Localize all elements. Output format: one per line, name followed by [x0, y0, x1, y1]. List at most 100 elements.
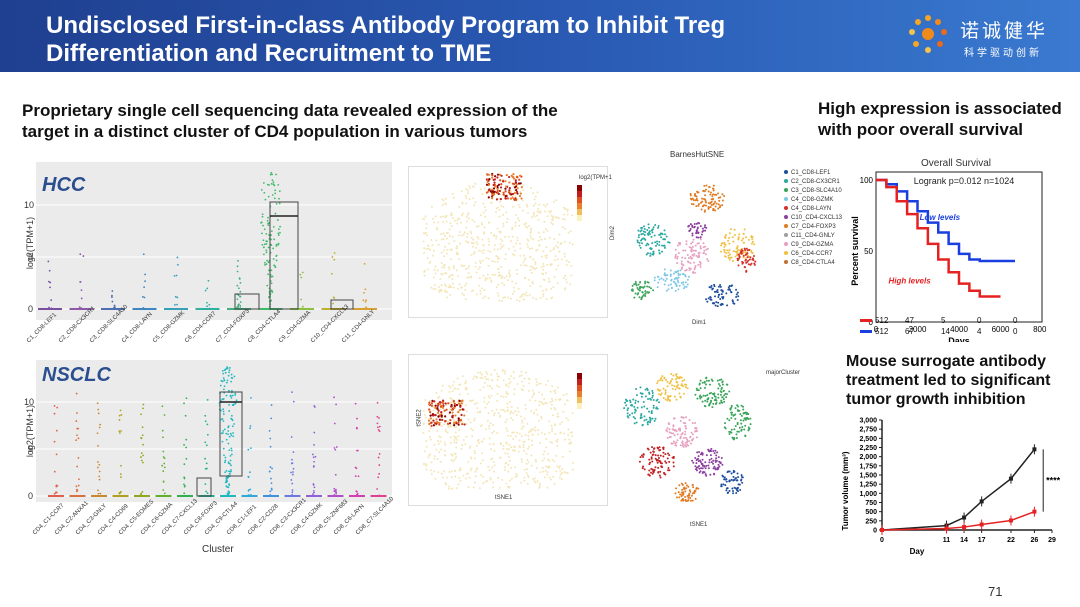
- hcc-point: [236, 284, 239, 287]
- expr-point: [516, 197, 519, 200]
- expr-point: [470, 456, 473, 459]
- expr-point: [533, 215, 536, 218]
- expr-point: [488, 437, 491, 440]
- expr-point: [508, 272, 511, 275]
- hcc-point: [79, 281, 82, 283]
- cluster-point: [700, 395, 703, 398]
- expr-point: [425, 234, 428, 237]
- expr-point: [551, 441, 554, 444]
- cluster-point: [745, 247, 748, 250]
- cluster-point: [625, 404, 628, 407]
- cluster-point: [639, 285, 642, 288]
- cluster-point: [687, 275, 690, 278]
- cluster-point: [666, 427, 669, 430]
- cluster-point: [711, 195, 714, 198]
- cluster-point: [638, 244, 641, 247]
- nsclc-boxplot: [36, 360, 392, 502]
- cluster-point: [717, 383, 720, 386]
- nsclc-point: [378, 472, 380, 475]
- nsclc-point: [206, 492, 209, 495]
- expr-point: [552, 475, 555, 478]
- nsclc-point: [141, 426, 144, 429]
- expr-point: [479, 214, 482, 217]
- expr-point: [483, 232, 486, 235]
- expr-point: [473, 220, 476, 223]
- expr-point: [445, 404, 448, 407]
- cluster-point: [657, 466, 660, 469]
- cluster-point: [644, 295, 647, 298]
- legend-dot: [784, 188, 788, 192]
- expr-point: [552, 286, 555, 289]
- expr-colorbar-step: [577, 197, 582, 203]
- expr-hot-point: [432, 414, 435, 417]
- cluster-point: [651, 453, 654, 456]
- cluster-point: [697, 232, 700, 235]
- cluster-point: [697, 254, 700, 257]
- expr-point: [546, 471, 549, 474]
- expr-point: [423, 251, 426, 254]
- nsclc-point: [234, 402, 237, 405]
- cluster-point: [646, 291, 649, 294]
- cluster-point: [742, 237, 745, 240]
- cluster-point: [686, 260, 689, 263]
- cluster-point: [695, 487, 698, 490]
- cluster-point: [630, 403, 633, 406]
- cluster-point: [685, 427, 688, 430]
- expr-point: [546, 473, 549, 476]
- expr-point: [485, 378, 488, 381]
- cluster-point: [709, 193, 712, 196]
- hcc-point: [239, 295, 241, 298]
- cluster-point: [667, 284, 670, 287]
- expr-point: [482, 211, 485, 214]
- expr-point: [525, 371, 528, 374]
- nsclc-point: [270, 477, 272, 480]
- cluster-point: [638, 289, 641, 292]
- expr-point: [467, 393, 470, 396]
- expr-point: [473, 403, 476, 406]
- cluster-point: [704, 473, 707, 476]
- expr-point: [515, 213, 518, 216]
- legend-label: C7_CD4-FOXP3: [791, 224, 836, 230]
- cluster-point: [713, 465, 716, 468]
- mouse-point: [880, 528, 884, 532]
- cluster-point: [646, 421, 649, 424]
- expr-hot-point: [460, 413, 463, 417]
- cluster-point: [740, 251, 743, 254]
- nsclc-point: [222, 430, 225, 432]
- expr-point: [546, 215, 549, 218]
- expr-point: [534, 458, 537, 461]
- expr-point: [535, 380, 538, 383]
- cluster-point: [669, 435, 672, 438]
- cluster-point: [693, 490, 696, 493]
- expr-hot-point: [452, 406, 456, 410]
- cluster-point: [649, 252, 652, 255]
- cluster-point: [626, 415, 629, 418]
- expr-point: [458, 258, 461, 261]
- cluster-point: [739, 489, 742, 492]
- expr-point: [512, 185, 515, 188]
- cluster-point: [674, 255, 677, 258]
- expr-point: [476, 235, 479, 238]
- nsclc-point: [270, 482, 273, 485]
- cluster-point: [652, 250, 655, 253]
- cluster-point: [643, 228, 646, 231]
- nsclc-point: [118, 419, 121, 421]
- cluster-point: [715, 459, 718, 462]
- expr-point: [496, 260, 499, 263]
- nsclc-point: [225, 485, 228, 487]
- cluster-point: [640, 414, 643, 417]
- expr-point: [455, 487, 458, 490]
- expr-point: [484, 279, 487, 282]
- expr-point: [555, 245, 558, 248]
- expr-point: [428, 453, 431, 456]
- nsclc-point: [222, 432, 224, 434]
- tsne-legend-item: C7_CD4-FOXP3: [784, 224, 836, 230]
- cluster-point: [628, 413, 631, 416]
- nsclc-point: [292, 451, 295, 454]
- nsclc-point: [228, 410, 231, 412]
- cluster-point: [694, 249, 697, 252]
- cluster-point: [661, 466, 664, 469]
- expr-point: [498, 486, 501, 489]
- cluster-point: [732, 240, 735, 243]
- expr-point: [452, 265, 455, 268]
